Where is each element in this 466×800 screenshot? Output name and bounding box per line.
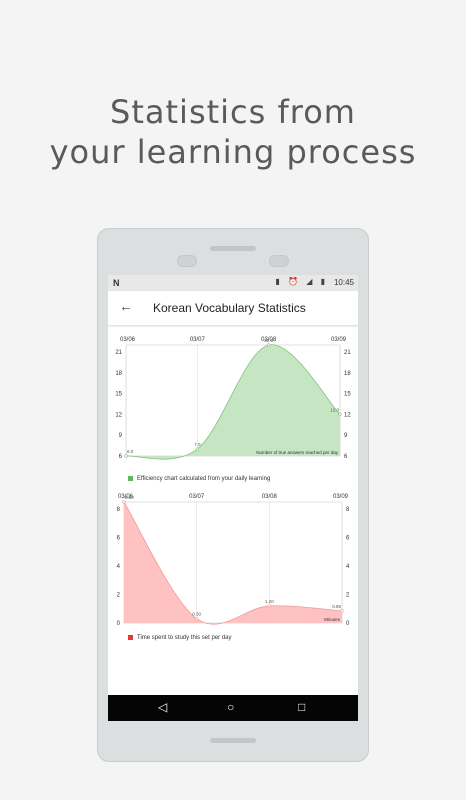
time-point: [195, 617, 199, 621]
time-point: [267, 604, 271, 608]
status-bar: N ▮ ⏰ ◢ ▮ 10:45: [108, 275, 358, 291]
efficiency-point: [195, 447, 199, 451]
time-inner-label: Minutes: [324, 617, 341, 622]
time-y-tick-left: 2: [117, 593, 121, 599]
time-y-tick-right: 0: [346, 621, 350, 627]
time-legend-swatch: [128, 635, 133, 640]
time-data-label: 8.50: [125, 495, 134, 500]
efficiency-y-tick-left: 9: [119, 433, 123, 439]
time-y-tick-left: 4: [117, 564, 121, 570]
time-legend-text: Time spent to study this set per day: [137, 635, 232, 642]
time-y-tick-right: 8: [346, 507, 350, 513]
time-x-tick: 03/07: [189, 494, 205, 500]
nav-back-icon[interactable]: ◁: [158, 700, 168, 714]
nav-home-icon[interactable]: ○: [227, 700, 235, 714]
efficiency-y-tick-right: 12: [344, 412, 351, 418]
efficiency-y-tick-left: 18: [115, 371, 122, 377]
efficiency-point: [267, 343, 271, 347]
efficiency-data-label: 22.0: [264, 338, 273, 343]
efficiency-legend-swatch: [128, 476, 133, 481]
page-title: Korean Vocabulary Statistics: [153, 301, 306, 315]
time-x-tick: 03/06: [118, 494, 134, 500]
phone-speaker: [210, 246, 256, 251]
status-icons: ▮ ⏰ ◢ ▮: [275, 277, 328, 286]
headline-line-2: your learning process: [49, 133, 417, 171]
efficiency-y-tick-right: 6: [344, 454, 348, 460]
efficiency-inner-label: Number of true answers reached per day: [256, 450, 339, 455]
time-point: [122, 500, 126, 504]
time-series-line: [123, 501, 343, 625]
efficiency-point: [338, 412, 342, 416]
efficiency-legend-text: Efficiency chart calculated from your da…: [137, 476, 271, 483]
efficiency-series-line: [125, 344, 341, 460]
efficiency-chart: 03/06 03/07 03/08 03/09 21 18 15 12 9 6 21 18 15 12 9 6…: [115, 337, 351, 460]
time-point: [340, 609, 344, 613]
efficiency-y-tick-right: 21: [344, 350, 351, 356]
phone-sensor-right: [269, 255, 289, 267]
time-y-tick-right: 2: [346, 593, 350, 599]
time-y-tick-left: 6: [117, 536, 121, 542]
phone-home-bar: [210, 738, 256, 743]
app-bar: ← Korean Vocabulary Statistics: [108, 291, 358, 325]
efficiency-y-tick-left: 6: [119, 454, 123, 460]
phone-frame: N ▮ ⏰ ◢ ▮ 10:45 ← Korean Vocabulary Stat…: [97, 228, 369, 762]
phone-sensor-left: [177, 255, 197, 267]
headline: Statistics from your learning process: [0, 92, 466, 172]
efficiency-y-tick-left: 21: [115, 350, 122, 356]
time-chart: 03/06 03/07 03/08 03/09 8 6 4 2 0 8 6 4 2 0 8.50 0.30 1.…: [117, 494, 350, 627]
efficiency-y-tick-left: 12: [115, 412, 122, 418]
headline-line-1: Statistics from: [110, 93, 356, 131]
time-y-tick-left: 8: [117, 507, 121, 513]
efficiency-y-tick-right: 18: [344, 371, 351, 377]
efficiency-legend: Efficiency chart calculated from your da…: [128, 476, 270, 482]
time-x-tick: 03/09: [333, 494, 349, 500]
back-arrow-icon[interactable]: ←: [119, 298, 133, 314]
time-y-tick-right: 6: [346, 536, 350, 542]
efficiency-data-label: 6.0: [127, 449, 134, 454]
time-legend: Time spent to study this set per day: [128, 635, 232, 641]
efficiency-x-tick: 03/07: [190, 337, 206, 343]
nav-bar: ◁ ○ □: [108, 695, 358, 721]
status-time: 10:45: [333, 278, 354, 287]
efficiency-x-tick: 03/08: [261, 337, 277, 343]
efficiency-x-tick: 03/06: [120, 337, 136, 343]
phone-screen: N ▮ ⏰ ◢ ▮ 10:45 ← Korean Vocabulary Stat…: [108, 275, 358, 721]
time-x-tick: 03/08: [262, 494, 278, 500]
efficiency-data-label: 12.0: [330, 407, 339, 412]
time-y-tick-left: 0: [117, 621, 121, 627]
efficiency-y-tick-right: 15: [344, 392, 351, 398]
efficiency-data-label: 7.0: [194, 442, 201, 447]
nav-recent-icon[interactable]: □: [298, 700, 306, 714]
time-data-label: 1.20: [265, 599, 274, 604]
time-data-label: 0.85: [332, 604, 341, 609]
time-area: [124, 502, 342, 625]
efficiency-y-tick-left: 15: [115, 392, 122, 398]
efficiency-y-tick-right: 9: [344, 433, 348, 439]
efficiency-point: [124, 454, 128, 458]
time-y-tick-right: 4: [346, 564, 350, 570]
time-data-label: 0.30: [192, 612, 201, 617]
efficiency-area: [126, 344, 340, 460]
notification-icon: N: [113, 278, 120, 288]
efficiency-x-tick: 03/09: [331, 337, 347, 343]
